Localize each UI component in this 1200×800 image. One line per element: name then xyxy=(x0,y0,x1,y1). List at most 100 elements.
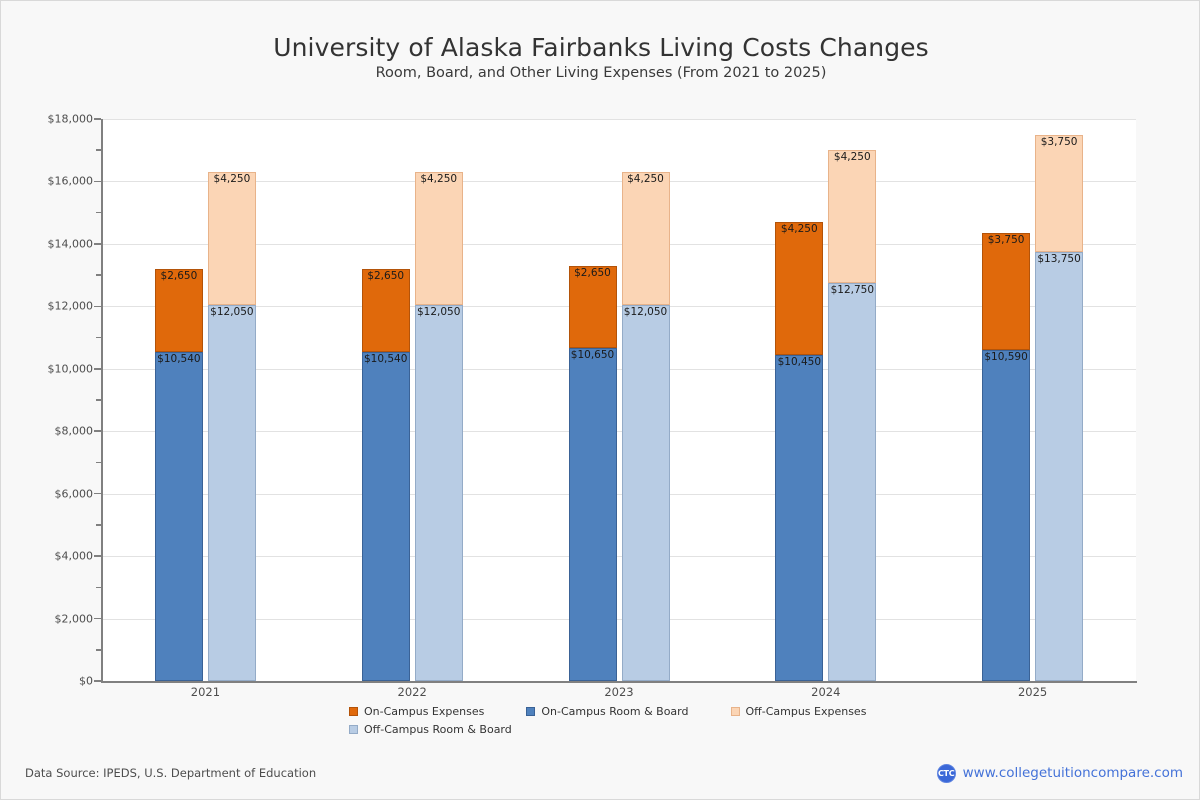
y-axis-minor-tick xyxy=(96,211,101,214)
gridline xyxy=(102,306,1136,308)
bar-value-label: $10,450 xyxy=(777,355,821,368)
y-axis-minor-tick xyxy=(96,586,101,589)
bar-value-label: $10,540 xyxy=(363,352,408,365)
plot-area xyxy=(102,119,1136,681)
y-axis-minor-tick xyxy=(96,524,101,526)
data-source-note: Data Source: IPEDS, U.S. Department of E… xyxy=(25,766,317,780)
legend-swatch-icon xyxy=(730,706,740,716)
bar-segment[interactable] xyxy=(207,304,256,681)
x-axis-tick-label: 2022 xyxy=(397,685,427,699)
bar-segment[interactable] xyxy=(982,233,1031,351)
y-axis-tick xyxy=(94,243,101,245)
legend-item[interactable]: Off-Campus Expenses xyxy=(730,702,867,720)
legend-item[interactable]: On-Campus Expenses xyxy=(349,702,484,720)
gridline xyxy=(102,556,1136,558)
gridline xyxy=(102,243,1136,245)
bar-value-label: $4,250 xyxy=(627,173,664,186)
bar-segment[interactable] xyxy=(154,351,203,681)
chart-legend: On-Campus Expenses On-Campus Room & Board… xyxy=(349,702,869,738)
bar-value-label: $2,650 xyxy=(367,270,405,283)
bar-value-label: $4,250 xyxy=(213,173,251,186)
y-axis-tick xyxy=(94,305,101,308)
bar-value-label: $4,250 xyxy=(420,173,458,186)
legend-row-primary: On-Campus Expenses On-Campus Room & Board… xyxy=(349,702,869,720)
bar-value-label: $13,750 xyxy=(1037,252,1081,265)
y-axis-line xyxy=(101,119,103,682)
y-axis-tick-label: $8,000 xyxy=(54,424,94,438)
gridline xyxy=(102,368,1136,370)
y-axis-tick-label: $18,000 xyxy=(47,112,94,126)
x-axis-tick-label: 2021 xyxy=(190,685,221,699)
bar-segment[interactable] xyxy=(828,282,877,681)
bar-segment[interactable] xyxy=(1035,134,1084,252)
bar-value-label: $4,250 xyxy=(780,223,818,236)
gridline xyxy=(102,431,1136,433)
x-axis-line xyxy=(101,681,1137,683)
y-axis-tick xyxy=(94,680,101,682)
bar-segment[interactable] xyxy=(828,150,877,283)
y-axis-tick xyxy=(94,430,101,432)
y-axis-minor-tick xyxy=(96,649,101,651)
gridline xyxy=(102,618,1136,620)
legend-swatch-icon xyxy=(349,724,358,734)
y-axis-tick xyxy=(94,492,101,495)
gridline xyxy=(102,119,1136,120)
bar-segment[interactable] xyxy=(621,304,670,681)
bar-value-label: $10,540 xyxy=(157,352,201,365)
bar-segment[interactable] xyxy=(414,172,463,305)
gridline xyxy=(102,181,1136,183)
bar-segment[interactable] xyxy=(154,269,203,352)
gridline xyxy=(102,493,1136,495)
bar-segment[interactable] xyxy=(1035,251,1084,681)
x-axis-tick-label: 2023 xyxy=(604,685,634,699)
y-axis-tick-label: $10,000 xyxy=(47,362,94,376)
bar-value-label: $2,650 xyxy=(160,270,198,283)
x-axis-tick-label: 2024 xyxy=(811,685,841,699)
bar-segment[interactable] xyxy=(568,265,617,349)
y-axis-minor-tick xyxy=(96,149,101,151)
y-axis-tick-label: $16,000 xyxy=(47,174,94,188)
y-axis-tick xyxy=(94,617,101,620)
legend-item-label: Off-Campus Room & Board xyxy=(364,722,512,736)
bar-value-label: $10,650 xyxy=(570,349,615,362)
bar-value-label: $10,590 xyxy=(984,351,1028,364)
y-axis-tick xyxy=(94,118,101,120)
chart-subtitle: Room, Board, and Other Living Expenses (… xyxy=(375,65,827,81)
y-axis-tick-label: $4,000 xyxy=(54,549,94,563)
brand-url-link[interactable]: www.collegetuitioncompare.com xyxy=(962,765,1183,781)
bar-value-label: $3,750 xyxy=(1040,135,1078,148)
bar-segment[interactable] xyxy=(414,304,463,681)
legend-row-secondary: Off-Campus Room & Board xyxy=(349,720,869,738)
y-axis-tick-label: $14,000 xyxy=(47,237,94,251)
bar-segment[interactable] xyxy=(775,354,824,681)
y-axis-tick xyxy=(94,180,101,183)
legend-swatch-icon xyxy=(526,706,536,716)
bar-segment[interactable] xyxy=(621,172,670,305)
bar-value-label: $12,050 xyxy=(623,305,668,318)
y-axis-minor-tick xyxy=(96,336,101,339)
legend-item-label: On-Campus Expenses xyxy=(364,704,485,718)
bar-value-label: $12,050 xyxy=(210,305,254,318)
y-axis-tick xyxy=(94,368,101,370)
bar-segment[interactable] xyxy=(207,172,256,305)
page-title: University of Alaska Fairbanks Living Co… xyxy=(273,33,929,62)
bar-segment[interactable] xyxy=(361,269,410,352)
legend-swatch-icon xyxy=(349,706,358,716)
legend-item[interactable]: On-Campus Room & Board xyxy=(526,702,689,720)
y-axis-tick-label: $0 xyxy=(79,674,93,688)
legend-item[interactable]: Off-Campus Room & Board xyxy=(349,720,512,738)
x-axis-tick-label: 2025 xyxy=(1017,685,1048,699)
bar-value-label: $12,050 xyxy=(416,305,461,318)
y-axis-tick-label: $6,000 xyxy=(54,487,94,501)
y-axis-tick-label: $12,000 xyxy=(47,299,94,313)
bar-segment[interactable] xyxy=(775,222,824,355)
bar-segment[interactable] xyxy=(568,348,617,681)
legend-item-label: Off-Campus Expenses xyxy=(745,704,867,718)
bar-segment[interactable] xyxy=(982,350,1031,681)
brand-footer[interactable]: CTC www.collegetuitioncompare.com xyxy=(936,762,1183,784)
y-axis-tick xyxy=(94,555,101,557)
y-axis-minor-tick xyxy=(96,461,101,464)
bar-value-label: $3,750 xyxy=(987,234,1025,247)
bar-segment[interactable] xyxy=(361,351,410,681)
